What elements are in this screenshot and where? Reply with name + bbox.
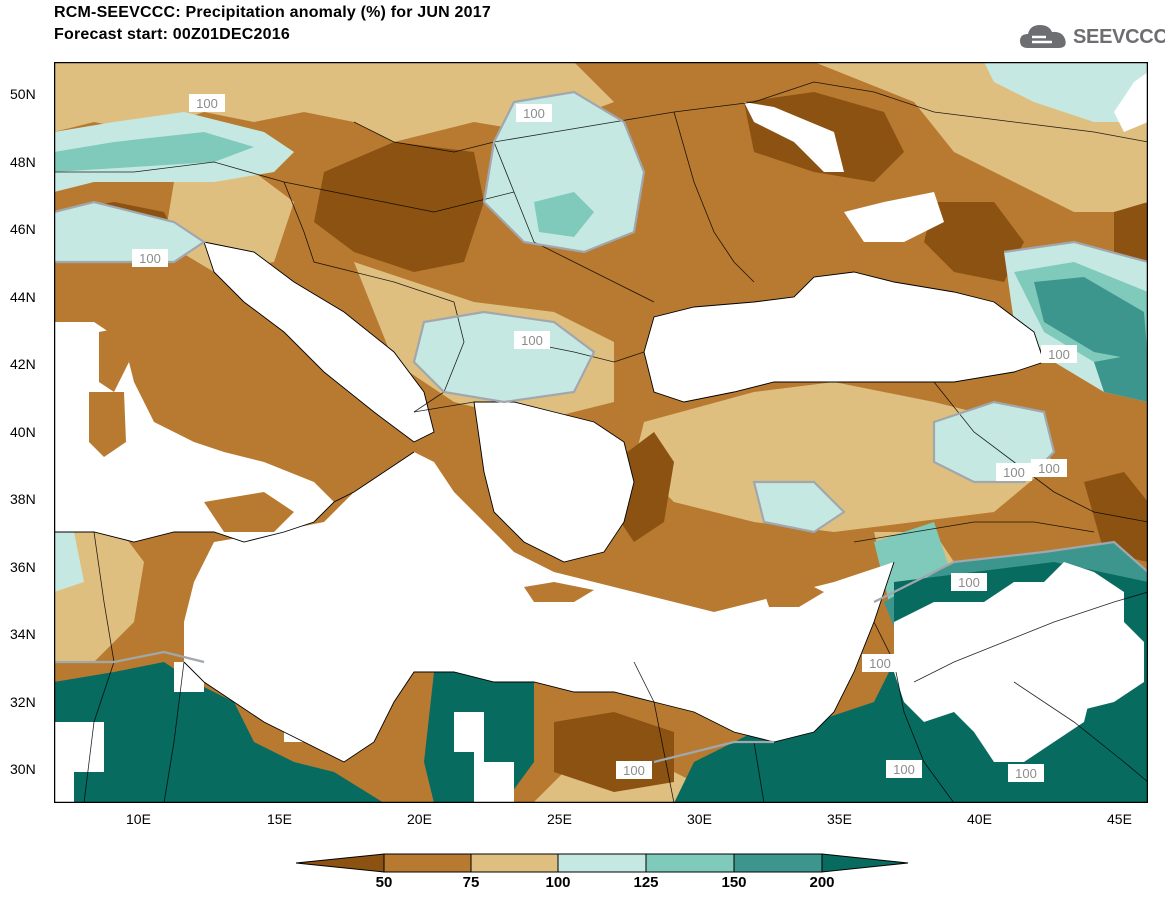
contour-label-text: 100: [1015, 766, 1037, 781]
lat-label-34n: 34N: [10, 626, 36, 642]
islands: [89, 327, 824, 607]
forecast-start-subtitle: Forecast start: 00Z01DEC2016: [54, 26, 290, 43]
colorbar-label-125: 125: [633, 874, 659, 891]
lat-label-38n: 38N: [10, 491, 36, 507]
contour-label-text: 100: [623, 763, 645, 778]
colorbar-swatch-75-100: [470, 853, 559, 873]
colorbar-label-50: 50: [375, 874, 393, 891]
colorbar-swatch-lt50: [295, 853, 385, 873]
map-title: RCM-SEEVCCC: Precipitation anomaly (%) f…: [54, 4, 491, 21]
contour-100-lines: [54, 90, 1148, 764]
contour-label-9: 100: [862, 654, 898, 672]
contour-label-1: 100: [189, 94, 225, 112]
lat-label-32n: 32N: [10, 694, 36, 710]
sea-areas: [54, 72, 1148, 762]
lon-label-40e: 40E: [967, 811, 992, 827]
contour-label-text: 100: [139, 251, 161, 266]
contour-label-text: 100: [1038, 461, 1060, 476]
contour-label-8: 100: [951, 573, 987, 591]
map-frame: [54, 62, 1148, 803]
lon-label-45e: 45E: [1107, 811, 1132, 827]
contour-label-3: 100: [132, 249, 168, 267]
seevccc-logo: SEEVCCC: [1018, 22, 1165, 56]
contour-label-text: 100: [1048, 347, 1070, 362]
lat-label-44n: 44N: [10, 289, 36, 305]
colorbar-label-100: 100: [545, 874, 571, 891]
colorbar-swatch-gt200: [821, 853, 909, 873]
contour-label-6: 100: [996, 463, 1032, 481]
lat-label-40n: 40N: [10, 424, 36, 440]
lon-label-35e: 35E: [827, 811, 852, 827]
lon-label-10e: 10E: [126, 811, 151, 827]
colorbar-swatch-125-150: [645, 853, 735, 873]
contour-label-text: 100: [893, 762, 915, 777]
contour-label-text: 100: [1003, 465, 1025, 480]
logo-text: SEEVCCC: [1073, 26, 1165, 48]
lon-label-20e: 20E: [407, 811, 432, 827]
contour-label-11: 100: [886, 760, 922, 778]
cloud-icon: [1020, 25, 1066, 48]
colorbar-swatch-100-125: [557, 853, 647, 873]
coastlines: [54, 241, 1045, 763]
contour-label-text: 100: [869, 656, 891, 671]
contour-labels: 100 100 100 100 100 100 100 100 100 100 …: [132, 94, 1077, 782]
contour-label-7: 100: [1031, 459, 1067, 477]
lon-label-25e: 25E: [547, 811, 572, 827]
lon-label-30e: 30E: [687, 811, 712, 827]
contour-label-text: 100: [521, 333, 543, 348]
lat-label-42n: 42N: [10, 356, 36, 372]
colorbar-swatches: [295, 853, 909, 873]
contour-label-12: 100: [1008, 764, 1044, 782]
contour-label-10: 100: [616, 761, 652, 779]
lat-label-48n: 48N: [10, 154, 36, 170]
contour-label-text: 100: [196, 96, 218, 111]
lon-label-15e: 15E: [267, 811, 292, 827]
colorbar-label-150: 150: [721, 874, 747, 891]
colorbar-swatch-150-200: [733, 853, 823, 873]
precipitation-anomaly-map: 100 100 100 100 100 100 100 100 100 100 …: [54, 62, 1148, 803]
colorbar: [295, 853, 910, 878]
lat-label-36n: 36N: [10, 559, 36, 575]
colorbar-label-200: 200: [809, 874, 835, 891]
colorbar-label-75: 75: [462, 874, 480, 891]
colorbar-swatch-50-75: [383, 853, 472, 873]
contour-label-5: 100: [1041, 345, 1077, 363]
lat-label-50n: 50N: [10, 86, 36, 102]
map-canvas: 100 100 100 100 100 100 100 100 100 100 …: [54, 62, 1148, 803]
contour-label-2: 100: [516, 104, 552, 122]
contour-label-4: 100: [514, 331, 550, 349]
lat-label-46n: 46N: [10, 221, 36, 237]
contour-label-text: 100: [523, 106, 545, 121]
lat-label-30n: 30N: [10, 761, 36, 777]
contour-label-text: 100: [958, 575, 980, 590]
